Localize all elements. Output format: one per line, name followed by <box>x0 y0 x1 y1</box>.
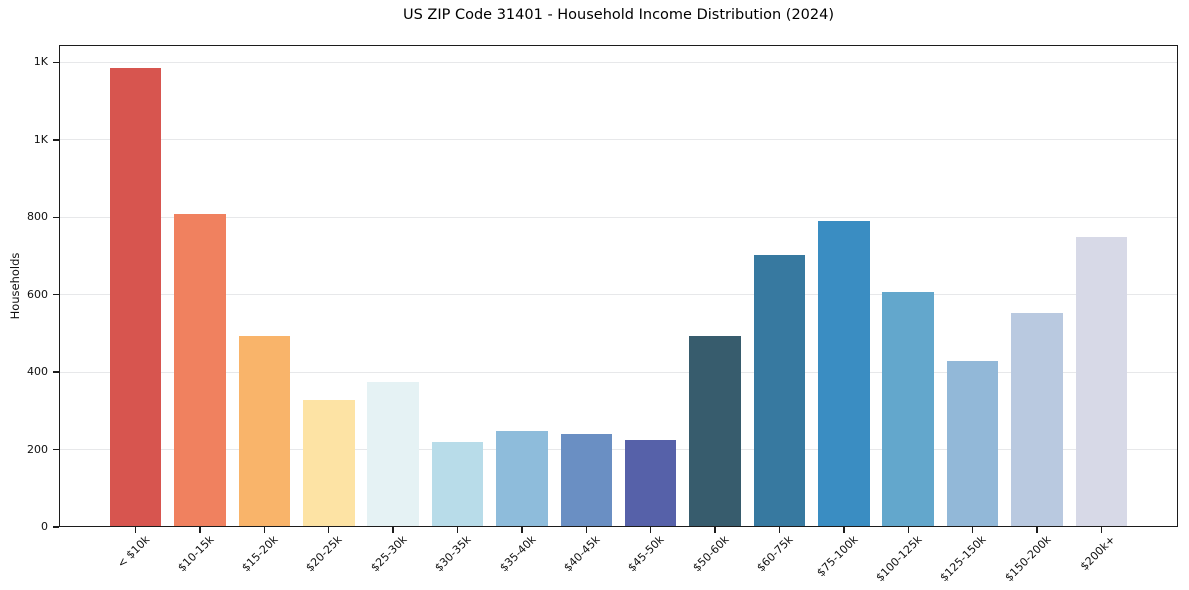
x-tick-mark <box>392 527 394 533</box>
x-tick-mark <box>456 527 459 533</box>
plot-frame <box>59 45 1178 527</box>
x-tick-mark <box>649 527 652 533</box>
bar-6 <box>431 442 484 527</box>
bar-5 <box>367 382 419 527</box>
x-tick-label: $10-15k <box>174 533 217 575</box>
x-tick-label: $40-45k <box>561 533 603 575</box>
x-tick-label: $125-150k <box>937 533 989 585</box>
bar-12 <box>818 221 870 527</box>
bar-11 <box>753 254 806 527</box>
x-tick-mark <box>134 527 137 533</box>
y-tick-label: 400 <box>27 365 48 379</box>
y-tick-label: 800 <box>27 210 48 224</box>
y-tick-mark <box>53 448 59 451</box>
x-tick-mark <box>778 527 781 533</box>
bar-3 <box>238 335 291 527</box>
y-tick-mark <box>53 371 59 373</box>
y-tick-label: 1K <box>33 132 48 146</box>
x-tick-label: $75-100k <box>813 533 861 580</box>
x-tick-mark <box>1100 527 1103 533</box>
x-tick-label: $100-125k <box>873 533 925 585</box>
y-tick-label: 200 <box>27 442 48 456</box>
y-tick-mark <box>53 216 59 218</box>
x-tick-mark <box>971 527 974 533</box>
x-tick-mark <box>907 527 909 533</box>
y-tick-mark <box>53 526 59 528</box>
x-tick-label: $200k+ <box>1077 533 1118 574</box>
y-gridline <box>59 139 1178 141</box>
y-tick-label: 600 <box>27 287 48 301</box>
bar-16 <box>1075 237 1128 527</box>
bar-4 <box>303 400 355 527</box>
bar-2 <box>174 214 226 527</box>
bar-8 <box>560 434 613 527</box>
y-gridline <box>59 371 1178 373</box>
y-tick-label: 0 <box>41 520 48 533</box>
x-tick-label: $25-30k <box>368 533 410 575</box>
x-tick-label: $30-35k <box>432 533 474 575</box>
bar-15 <box>1011 312 1063 527</box>
chart-title: US ZIP Code 31401 - Household Income Dis… <box>402 7 835 23</box>
bar-1 <box>109 68 162 527</box>
x-tick-mark <box>521 527 523 533</box>
y-gridline <box>59 61 1178 63</box>
x-tick-mark <box>263 527 266 533</box>
y-axis-label: Households <box>8 252 22 320</box>
x-tick-label: < $10k <box>114 533 152 571</box>
bar-10 <box>689 335 741 527</box>
x-tick-mark <box>714 527 716 533</box>
x-tick-label: $45-50k <box>625 533 667 575</box>
x-tick-label: $20-25k <box>303 533 345 575</box>
x-tick-label: $50-60k <box>690 533 732 575</box>
bar-14 <box>946 361 999 527</box>
y-gridline <box>59 294 1178 296</box>
bar-9 <box>624 440 677 527</box>
bar-13 <box>882 292 934 527</box>
x-tick-mark <box>843 527 845 533</box>
y-tick-mark <box>53 294 59 296</box>
x-tick-label: $15-20k <box>239 533 281 575</box>
x-tick-mark <box>199 527 201 533</box>
y-tick-mark <box>53 139 59 141</box>
x-tick-label: $60-75k <box>754 533 796 575</box>
y-gridline <box>59 449 1178 451</box>
x-tick-mark <box>1036 527 1038 533</box>
y-gridline <box>59 216 1178 218</box>
y-tick-mark <box>53 61 59 64</box>
x-tick-mark <box>328 527 330 533</box>
x-tick-label: $35-40k <box>496 533 539 575</box>
x-tick-mark <box>585 527 587 533</box>
y-tick-label: 1K <box>33 55 48 69</box>
bar-7 <box>496 430 548 527</box>
x-tick-label: $150-200k <box>1002 533 1054 585</box>
